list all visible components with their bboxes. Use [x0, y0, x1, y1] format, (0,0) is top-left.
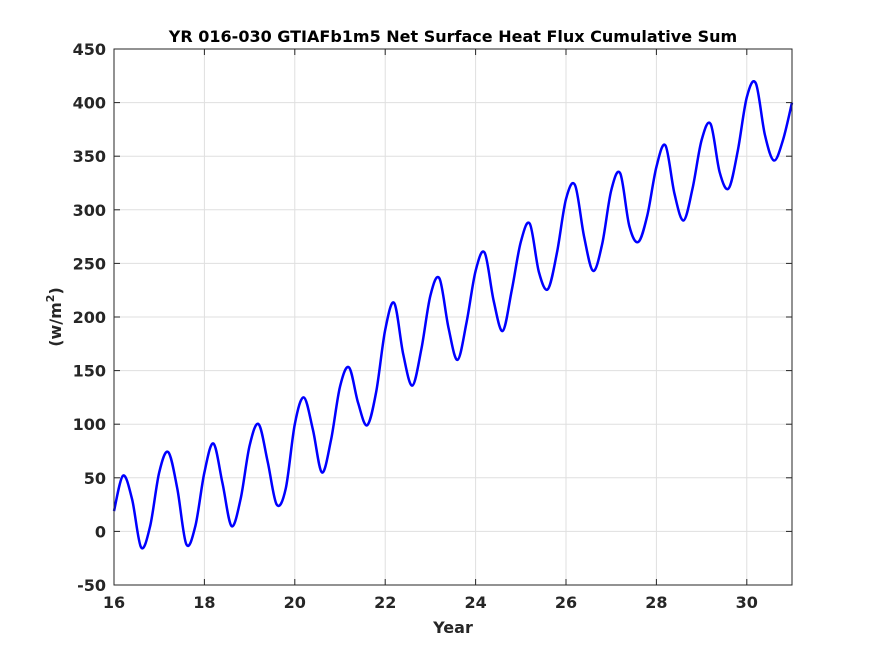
chart-title: YR 016-030 GTIAFb1m5 Net Surface Heat Fl…: [168, 27, 737, 46]
y-tick-label: 50: [84, 469, 106, 488]
x-tick-label: 22: [374, 593, 396, 612]
series-line: [112, 80, 794, 550]
y-axis-label-suffix: ): [46, 287, 65, 294]
y-axis-label-text: (w/m: [46, 302, 65, 347]
y-tick-label: 250: [73, 254, 106, 273]
y-axis-label-superscript: 2: [44, 295, 57, 303]
tick-marks: [113, 48, 792, 586]
x-tick-label: 28: [645, 593, 667, 612]
y-tick-label: 150: [73, 362, 106, 381]
y-tick-label: 200: [73, 308, 106, 327]
x-tick-label: 24: [464, 593, 486, 612]
y-axis-label: (w/m2): [44, 287, 65, 347]
x-tick-labels: 16 18 20 22 24 26 28 30: [103, 593, 758, 612]
y-tick-label: 400: [73, 94, 106, 113]
y-tick-label: -50: [77, 576, 106, 595]
x-tick-label: 16: [103, 593, 125, 612]
x-tick-label: 26: [555, 593, 577, 612]
y-tick-labels: -50 0 50 100 150 200 250 300 350 400 450: [73, 40, 106, 595]
y-tick-label: 100: [73, 415, 106, 434]
x-tick-label: 20: [284, 593, 306, 612]
series-layer: [112, 80, 794, 550]
y-tick-label: 300: [73, 201, 106, 220]
y-tick-label: 350: [73, 147, 106, 166]
x-tick-label: 30: [736, 593, 758, 612]
y-tick-label: 0: [95, 522, 106, 541]
x-tick-label: 18: [193, 593, 215, 612]
grid-lines: [113, 48, 792, 586]
x-axis-label: Year: [432, 618, 473, 637]
y-tick-label: 450: [73, 40, 106, 59]
